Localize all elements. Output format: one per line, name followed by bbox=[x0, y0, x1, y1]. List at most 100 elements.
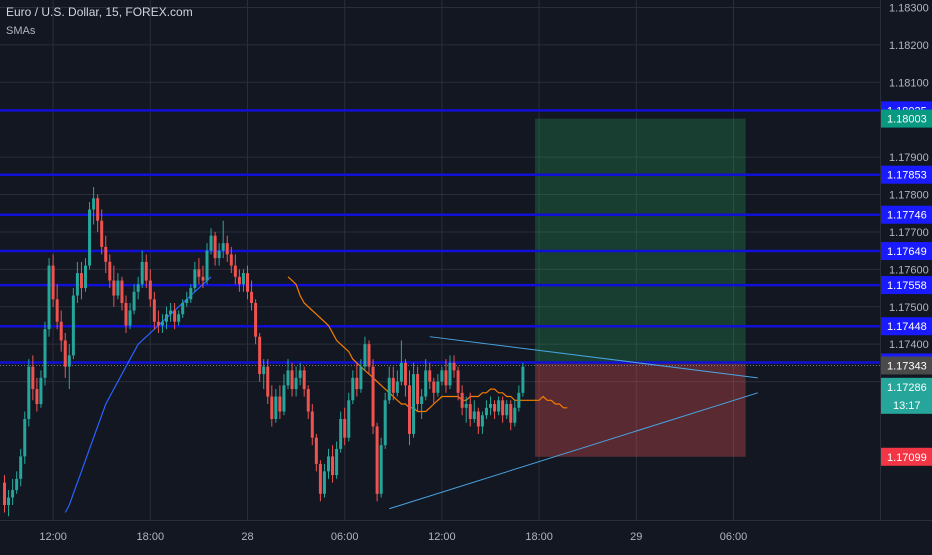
price-tick-label: 1.17400 bbox=[889, 339, 929, 351]
candle-body bbox=[424, 370, 427, 396]
time-tick-label: 18:00 bbox=[137, 531, 165, 543]
candle bbox=[372, 359, 375, 434]
last-price-label[interactable]: 1.17343 bbox=[881, 356, 932, 374]
candle-body bbox=[420, 397, 423, 404]
candle-body bbox=[513, 408, 516, 423]
candle bbox=[48, 258, 51, 337]
indicator-label[interactable]: SMAs bbox=[6, 23, 193, 39]
candle bbox=[376, 423, 379, 502]
candle bbox=[27, 359, 30, 426]
candle-body bbox=[96, 198, 99, 220]
candle-body bbox=[60, 322, 63, 341]
candle-body bbox=[270, 397, 273, 419]
candle-body bbox=[299, 370, 302, 377]
candle-body bbox=[214, 236, 217, 258]
level-price-label-text: 1.17558 bbox=[887, 280, 927, 292]
candle-body bbox=[372, 367, 375, 427]
candle-body bbox=[493, 404, 496, 411]
candle-body bbox=[210, 236, 213, 251]
level-price-label[interactable]: 1.17448 bbox=[881, 317, 932, 335]
candle-body bbox=[129, 311, 132, 326]
price-tick-label: 1.18100 bbox=[889, 77, 929, 89]
candle-body bbox=[291, 370, 294, 389]
candle-body bbox=[295, 378, 298, 389]
candle-body bbox=[157, 322, 160, 326]
candle-body bbox=[242, 273, 245, 284]
candle-body bbox=[64, 340, 67, 366]
candle-body bbox=[315, 438, 318, 464]
candle bbox=[412, 363, 415, 438]
candle-body bbox=[161, 322, 164, 326]
candle-body bbox=[137, 284, 140, 291]
time-tick-label: 12:00 bbox=[39, 531, 67, 543]
candle-body bbox=[165, 314, 168, 321]
candle-body bbox=[141, 262, 144, 284]
candle-body bbox=[473, 412, 476, 419]
candle-body bbox=[39, 378, 42, 404]
level-price-label-text: 1.17853 bbox=[887, 170, 927, 182]
target-price-label[interactable]: 1.18003 bbox=[881, 110, 932, 128]
candle-body bbox=[278, 397, 281, 412]
candle-body bbox=[125, 303, 128, 325]
candle-body bbox=[331, 456, 334, 475]
candle-body bbox=[258, 337, 261, 374]
symbol-title[interactable]: Euro / U.S. Dollar, 15, FOREX.com bbox=[6, 4, 193, 20]
time-tick-label: 06:00 bbox=[720, 531, 748, 543]
stop-price-label-text: 1.17099 bbox=[887, 452, 927, 464]
candle-body bbox=[116, 281, 119, 296]
candle bbox=[521, 363, 524, 397]
candle-body bbox=[100, 221, 103, 247]
candle-body bbox=[453, 363, 456, 370]
candle-body bbox=[226, 243, 229, 254]
level-price-label[interactable]: 1.17853 bbox=[881, 166, 932, 184]
candle-body bbox=[250, 292, 253, 303]
candle-body bbox=[436, 382, 439, 393]
candle-body bbox=[408, 385, 411, 434]
candle-body bbox=[274, 397, 277, 419]
candle-body bbox=[477, 412, 480, 427]
candle-body bbox=[384, 400, 387, 445]
candle-body bbox=[19, 456, 22, 478]
candle-body bbox=[108, 262, 111, 281]
level-price-label[interactable]: 1.17558 bbox=[881, 276, 932, 294]
candle-body bbox=[335, 449, 338, 475]
candle-body bbox=[31, 367, 34, 389]
candle-body bbox=[181, 303, 184, 314]
candle-body bbox=[440, 370, 443, 381]
candle-body bbox=[355, 378, 358, 389]
candle-body bbox=[201, 277, 204, 281]
candle bbox=[380, 438, 383, 498]
candle bbox=[44, 322, 47, 386]
candle-body bbox=[509, 404, 512, 423]
candle-body bbox=[189, 288, 192, 299]
candle-body bbox=[185, 299, 188, 303]
time-tick-label: 28 bbox=[241, 531, 253, 543]
candle-body bbox=[501, 400, 504, 415]
current-price-text: 1.17286 bbox=[887, 382, 927, 394]
candle-body bbox=[416, 374, 419, 404]
candle-body bbox=[173, 311, 176, 322]
candle bbox=[23, 412, 26, 464]
candle-body bbox=[404, 363, 407, 385]
stop-price-label[interactable]: 1.17099 bbox=[881, 448, 932, 466]
candle-body bbox=[149, 281, 152, 300]
candle-body bbox=[428, 370, 431, 381]
candle-body bbox=[120, 281, 123, 303]
candle-body bbox=[343, 419, 346, 438]
candle-body bbox=[15, 479, 18, 490]
level-price-label[interactable]: 1.17746 bbox=[881, 206, 932, 224]
candle-body bbox=[461, 393, 464, 408]
candle-body bbox=[307, 389, 310, 411]
candle-body bbox=[238, 277, 241, 284]
candle-body bbox=[88, 209, 91, 265]
candle-body bbox=[311, 412, 314, 438]
candle-body bbox=[133, 292, 136, 311]
price-tick-label: 1.18300 bbox=[889, 2, 929, 14]
target-price-label-text: 1.18003 bbox=[887, 114, 927, 126]
candle-body bbox=[323, 471, 326, 493]
level-price-label[interactable]: 1.17649 bbox=[881, 242, 932, 260]
candle-body bbox=[193, 269, 196, 288]
